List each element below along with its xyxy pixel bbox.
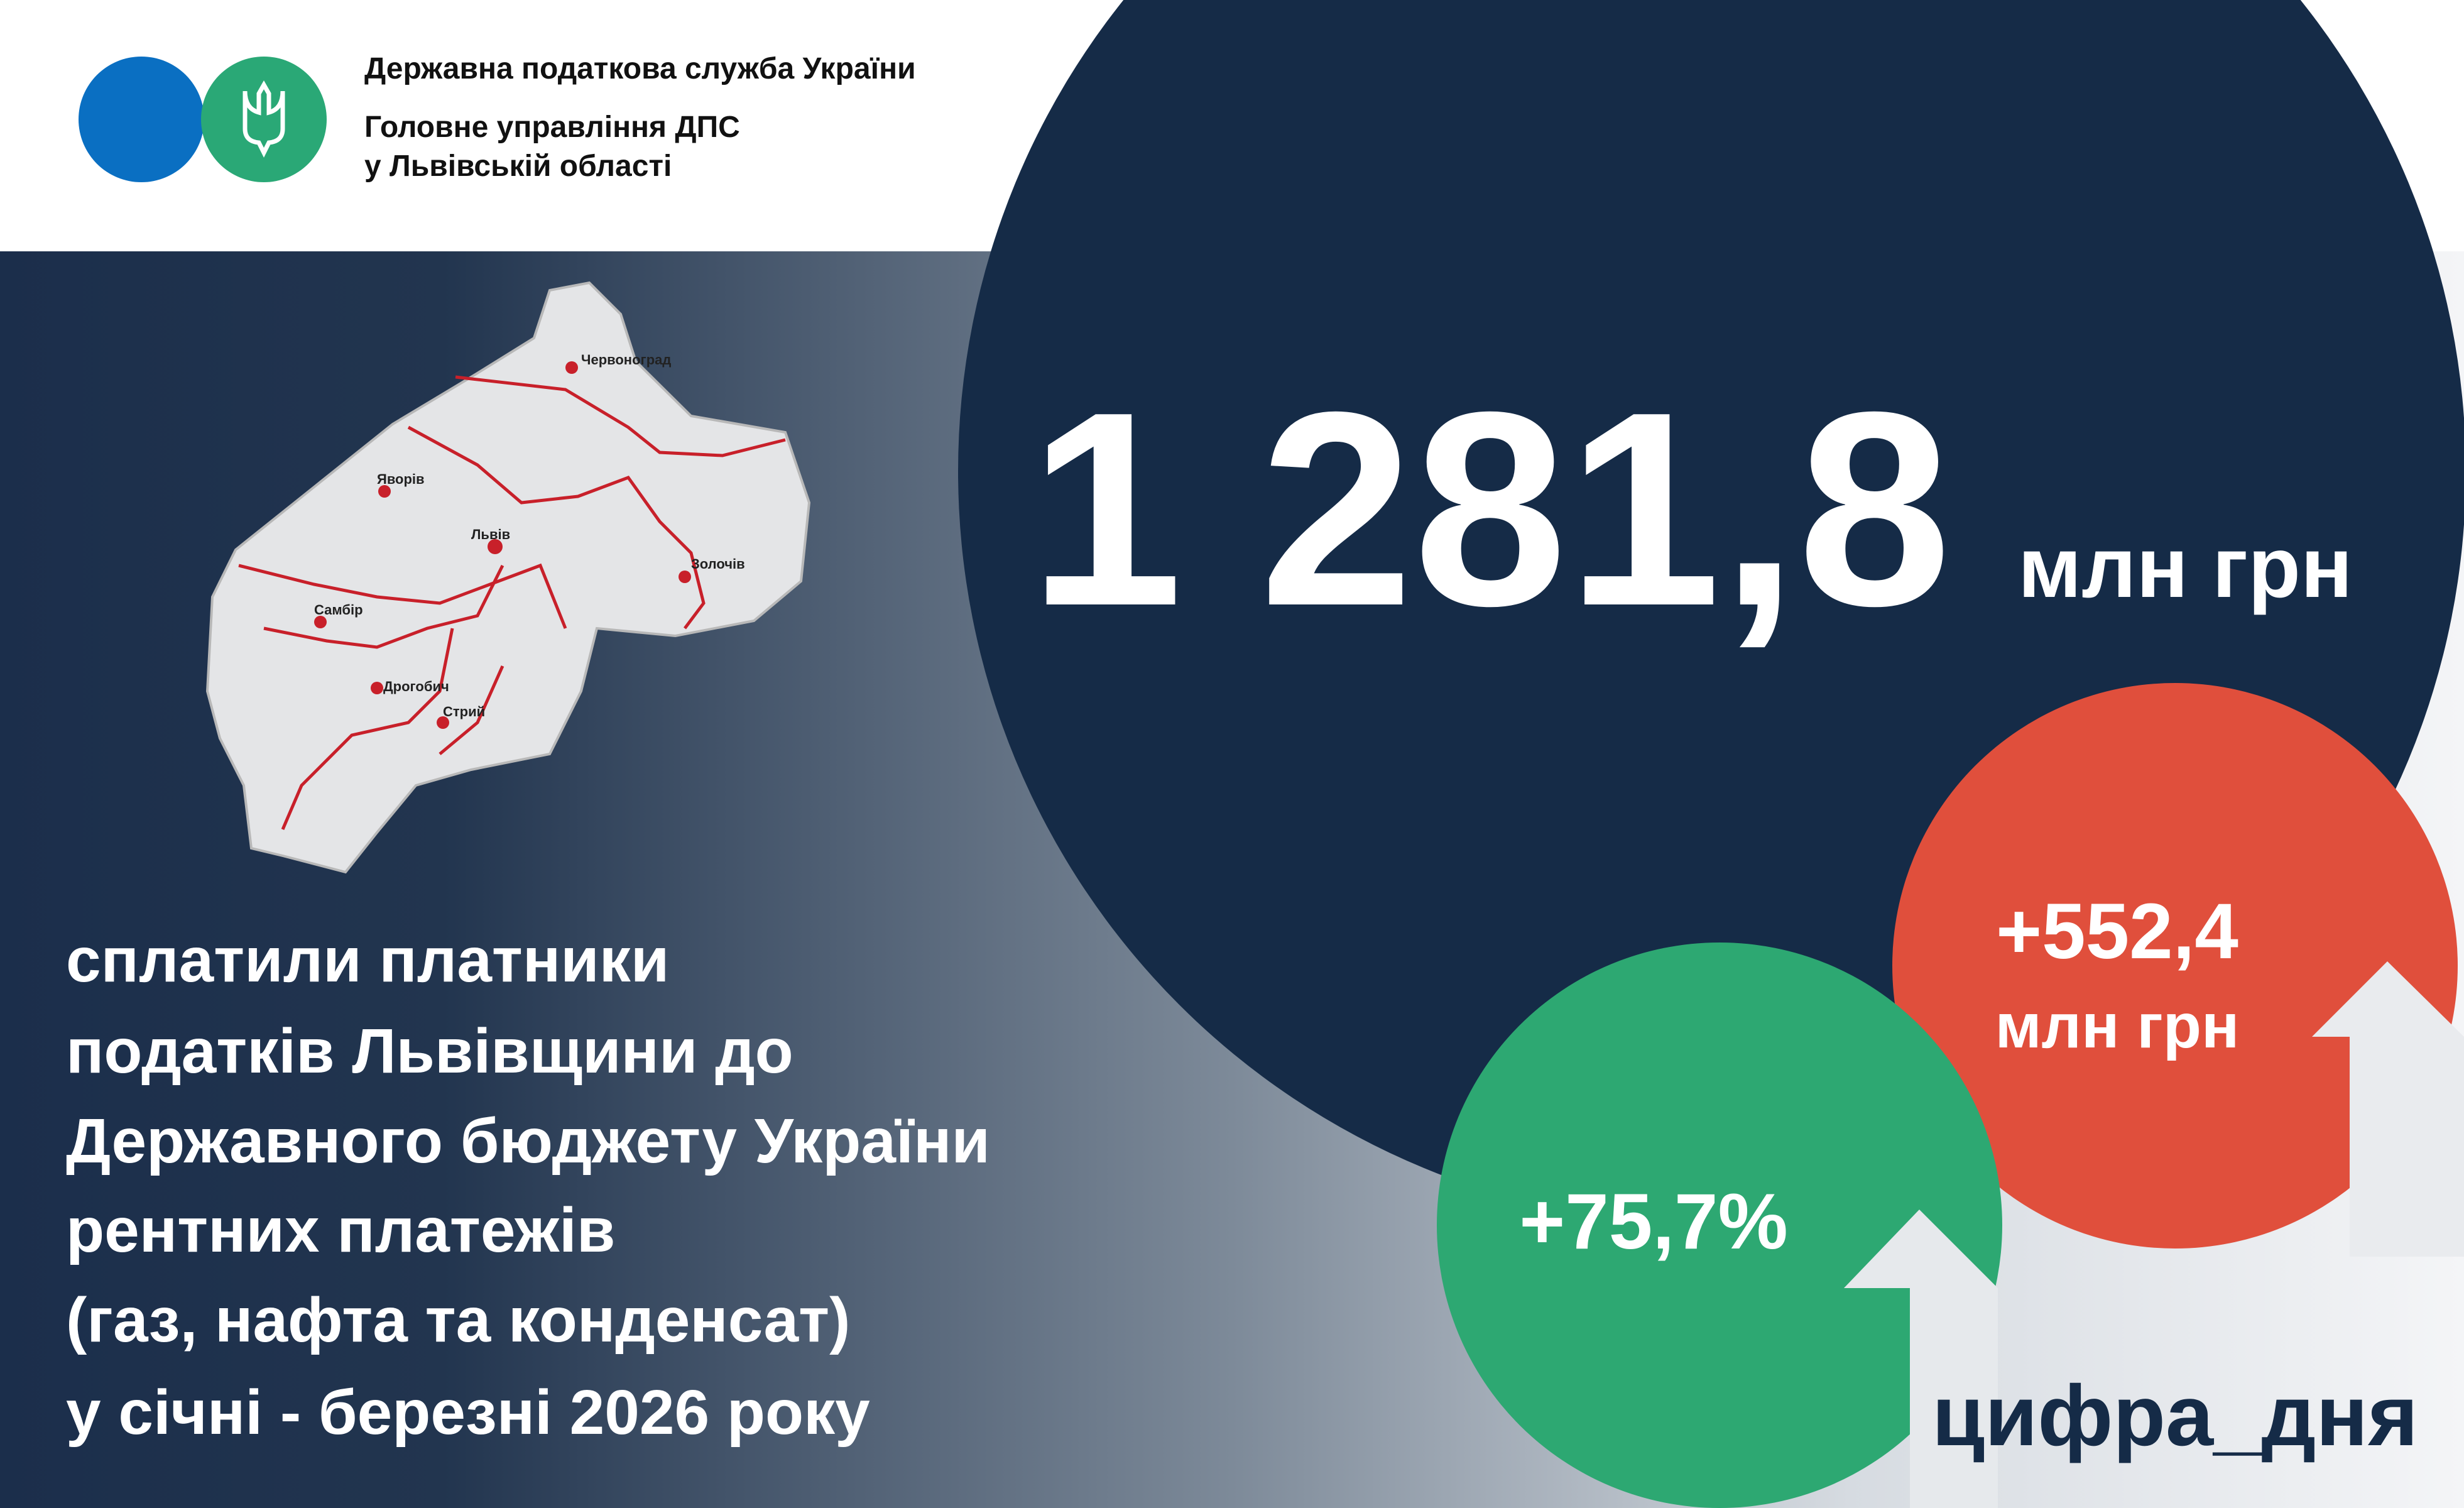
main-amount: 1 281,8 <box>1029 355 1951 664</box>
badge-green <box>1437 942 2002 1508</box>
description-line: Державного бюджету України <box>66 1106 990 1176</box>
description-line: (газ, нафта та конденсат) <box>66 1285 850 1355</box>
arrow <box>2312 961 2464 1257</box>
description: сплатили платники податків Львівщини до … <box>66 925 990 1448</box>
city-label: Золочів <box>691 556 745 572</box>
city-label: Стрий <box>443 704 485 719</box>
region-map: Червоноград Яворів Львів Золочів Самбір … <box>205 281 811 874</box>
logo-blue <box>79 57 204 182</box>
logo-green <box>201 57 327 182</box>
main-unit: млн грн <box>2018 520 2353 616</box>
description-line: рентних платежів <box>66 1195 615 1265</box>
badge-value: +552,4 <box>1996 888 2238 975</box>
org-name: Головне управління ДПС <box>364 111 740 144</box>
city-label: Самбір <box>314 602 363 618</box>
hashtag: цифра_дня <box>1932 1368 2418 1464</box>
badge-red <box>1892 683 2458 1248</box>
description-line: сплатили платники <box>66 925 669 995</box>
trident <box>243 80 285 158</box>
city-label: Яворів <box>377 471 425 487</box>
org-name: Державна податкова служба України <box>364 52 916 85</box>
description-line: податків Львівщини до <box>66 1016 793 1086</box>
badge-unit: млн грн <box>1995 991 2240 1061</box>
city-label: Дрогобич <box>383 679 449 694</box>
arrow <box>1844 1210 1998 1508</box>
org-name: у Львівській області <box>364 150 672 183</box>
city-label: Львів <box>471 527 510 542</box>
description-line: у січні - березні 2026 року <box>66 1377 870 1448</box>
badge-value: +75,7% <box>1519 1178 1787 1265</box>
city-label: Червоноград <box>581 352 671 368</box>
